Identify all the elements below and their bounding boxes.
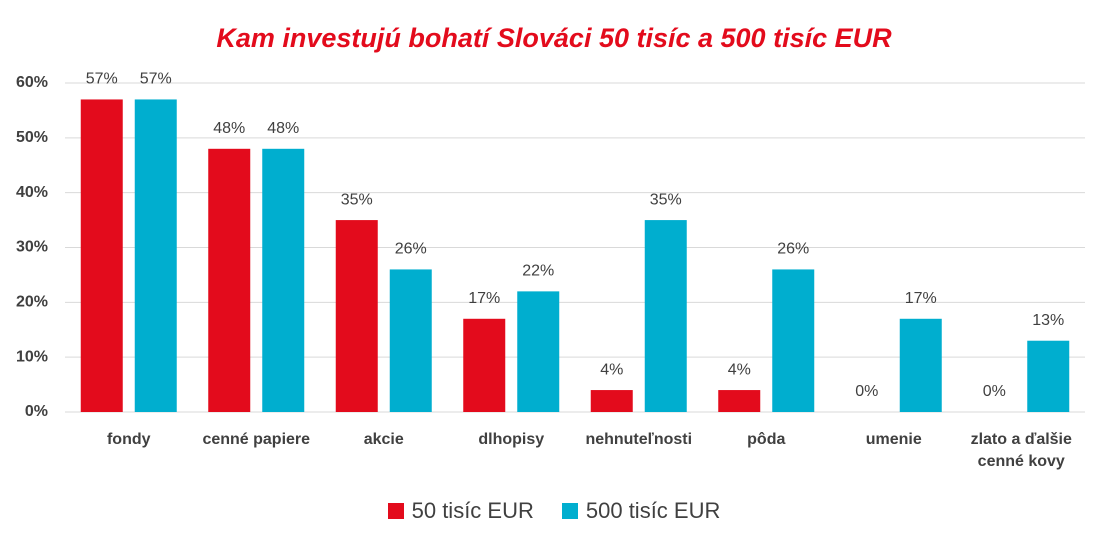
value-label: 57% bbox=[86, 71, 118, 88]
legend-label: 50 tisíc EUR bbox=[411, 498, 534, 523]
x-tick-label: zlato a ďalšie cenné kovy bbox=[970, 431, 1072, 470]
value-label: 26% bbox=[777, 241, 809, 258]
y-tick-label: 40% bbox=[16, 184, 48, 201]
value-label: 48% bbox=[213, 120, 245, 137]
bar bbox=[899, 318, 942, 412]
y-tick-label: 50% bbox=[16, 129, 48, 146]
value-label: 57% bbox=[140, 71, 172, 88]
value-label: 4% bbox=[728, 361, 751, 378]
legend-swatch bbox=[561, 503, 578, 519]
legend: 50 tisíc EUR 500 tisíc EUR bbox=[0, 498, 1108, 524]
chart-title: Kam investujú bohatí Slováci 50 tisíc a … bbox=[216, 23, 892, 53]
x-tick-label: pôda bbox=[747, 431, 786, 448]
x-tick-label: akcie bbox=[363, 431, 404, 448]
value-label: 0% bbox=[855, 383, 878, 400]
legend-swatch bbox=[387, 503, 404, 519]
bar bbox=[1027, 340, 1070, 412]
bar bbox=[772, 269, 815, 412]
value-label: 4% bbox=[600, 361, 623, 378]
bar bbox=[644, 220, 687, 412]
bar bbox=[208, 148, 251, 413]
y-tick-label: 10% bbox=[16, 348, 48, 365]
y-tick-label: 60% bbox=[16, 74, 48, 91]
bar bbox=[389, 269, 432, 412]
legend-item: 50 tisíc EUR bbox=[387, 498, 534, 524]
x-tick-label: umenie bbox=[865, 431, 922, 448]
value-label: 35% bbox=[341, 191, 373, 208]
bar bbox=[463, 318, 506, 412]
value-label: 0% bbox=[983, 383, 1006, 400]
x-tick-label: nehnuteľnosti bbox=[585, 431, 693, 448]
x-tick-label: fondy bbox=[106, 431, 151, 448]
y-tick-label: 20% bbox=[16, 294, 48, 311]
bar bbox=[590, 390, 633, 412]
x-tick-label: dlhopisy bbox=[478, 431, 545, 448]
bar bbox=[517, 291, 560, 412]
value-label: 17% bbox=[468, 290, 500, 307]
value-label: 22% bbox=[522, 263, 554, 280]
value-label: 35% bbox=[650, 191, 682, 208]
bar bbox=[80, 99, 123, 412]
value-label: 17% bbox=[905, 290, 937, 307]
y-tick-label: 0% bbox=[25, 403, 48, 420]
bar bbox=[262, 148, 305, 413]
bar bbox=[134, 99, 177, 412]
value-label: 13% bbox=[1032, 312, 1064, 329]
legend-label: 500 tisíc EUR bbox=[585, 498, 721, 523]
legend-item: 500 tisíc EUR bbox=[561, 498, 721, 524]
value-label: 26% bbox=[395, 241, 427, 258]
bar bbox=[335, 220, 378, 412]
bar bbox=[718, 390, 761, 412]
x-tick-label: cenné papiere bbox=[202, 431, 311, 448]
value-label: 48% bbox=[267, 120, 299, 137]
y-tick-label: 30% bbox=[16, 239, 48, 256]
